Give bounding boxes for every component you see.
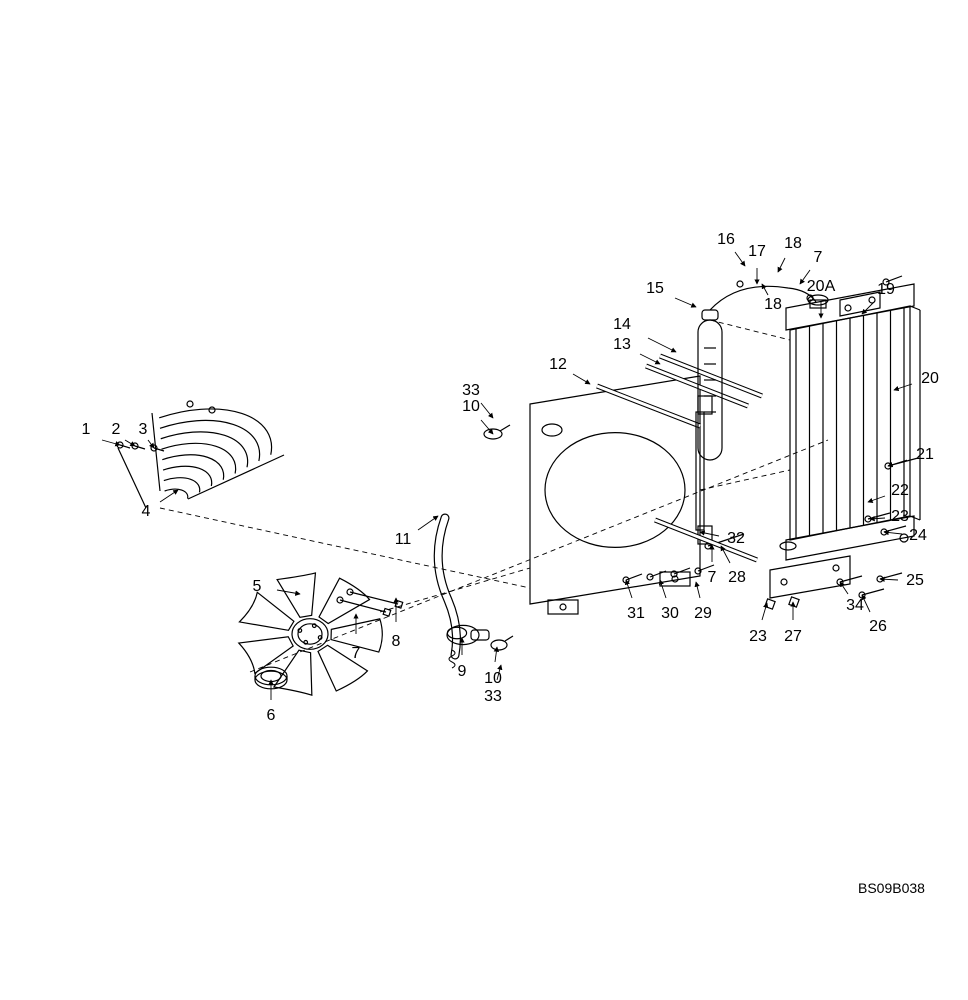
callout-9: 9	[458, 663, 467, 681]
callout-31: 31	[627, 605, 645, 623]
callout-3: 3	[139, 421, 148, 439]
callout-10: 10	[462, 398, 480, 416]
callout-7: 7	[708, 569, 717, 587]
callout-18: 18	[764, 296, 782, 314]
callout-18: 18	[784, 235, 802, 253]
callout-30: 30	[661, 605, 679, 623]
exploded-diagram	[0, 0, 968, 1000]
callout-26: 26	[869, 618, 887, 636]
callout-17: 17	[748, 243, 766, 261]
callout-15: 15	[646, 280, 664, 298]
callout-32: 32	[727, 530, 745, 548]
callout-19: 19	[877, 281, 895, 299]
callout-7: 7	[352, 645, 361, 663]
callout-12: 12	[549, 356, 567, 374]
callout-28: 28	[728, 569, 746, 587]
callout-1: 1	[82, 421, 91, 439]
callout-29: 29	[694, 605, 712, 623]
callout-23: 23	[749, 628, 767, 646]
callout-7: 7	[814, 249, 823, 267]
callout-21: 21	[916, 446, 934, 464]
callout-4: 4	[142, 503, 151, 521]
callout-34: 34	[846, 597, 864, 615]
callout-8: 8	[392, 633, 401, 651]
callout-33: 33	[462, 382, 480, 400]
callout-33: 33	[484, 688, 502, 706]
callout-6: 6	[267, 707, 276, 725]
callout-10: 10	[484, 670, 502, 688]
callout-23: 23	[891, 508, 909, 526]
document-id: BS09B038	[858, 880, 925, 896]
callout-11: 11	[395, 531, 412, 549]
callout-20: 20	[921, 370, 939, 388]
callout-2: 2	[112, 421, 121, 439]
callout-5: 5	[253, 578, 262, 596]
callout-22: 22	[891, 482, 909, 500]
callout-14: 14	[613, 316, 631, 334]
callout-13: 13	[613, 336, 631, 354]
callout-20A: 20A	[807, 278, 835, 296]
callout-16: 16	[717, 231, 735, 249]
callout-25: 25	[906, 572, 924, 590]
callout-24: 24	[909, 527, 927, 545]
callout-27: 27	[784, 628, 802, 646]
